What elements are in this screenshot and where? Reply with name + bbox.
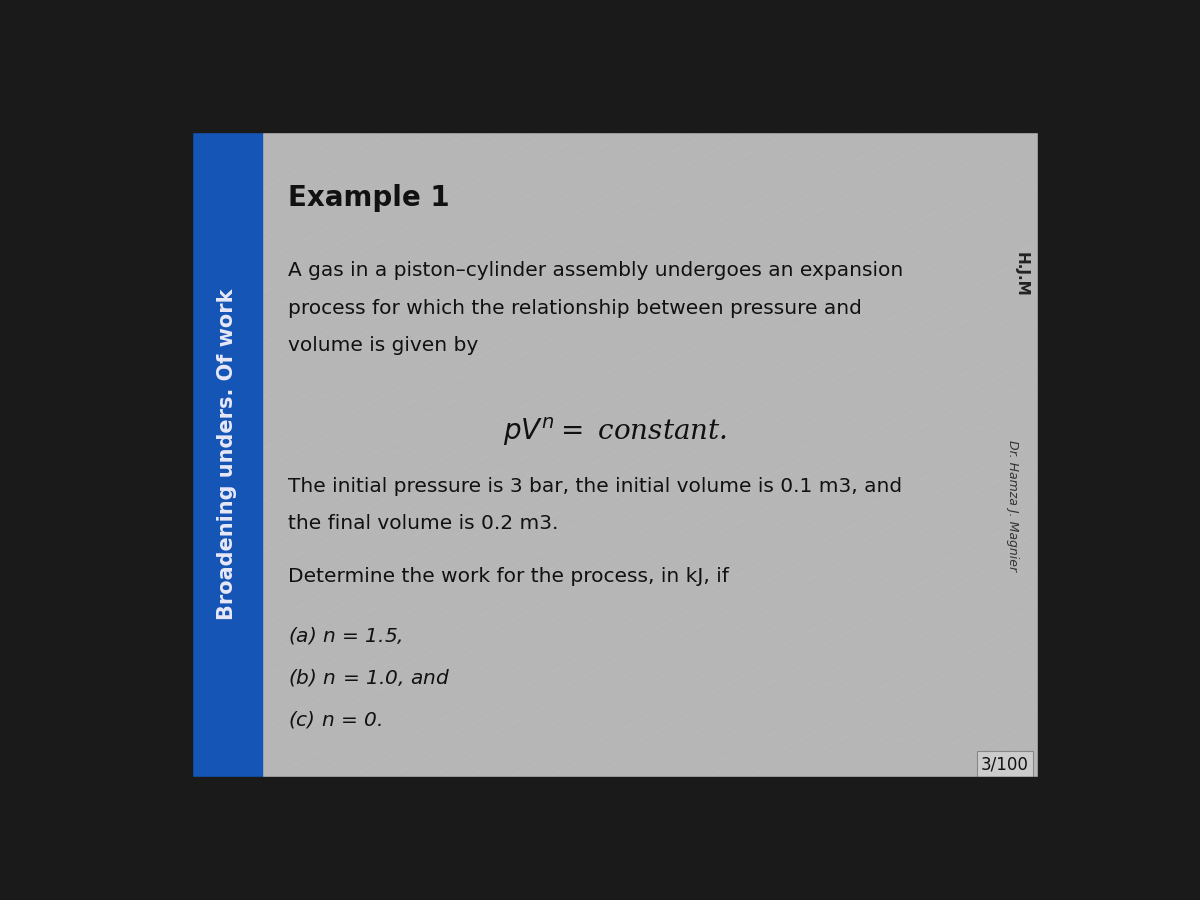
Text: $pV^n = $ constant.: $pV^n = $ constant. <box>503 416 727 448</box>
Text: A gas in a piston–cylinder assembly undergoes an expansion: A gas in a piston–cylinder assembly unde… <box>288 261 902 280</box>
Bar <box>150 108 1080 132</box>
Text: Dr. Hamza J. Magnier: Dr. Hamza J. Magnier <box>1006 440 1019 572</box>
Text: 3/100: 3/100 <box>980 755 1028 773</box>
Text: process for which the relationship between pressure and: process for which the relationship betwe… <box>288 299 862 318</box>
Text: volume is given by: volume is given by <box>288 336 478 355</box>
Text: H.J.M: H.J.M <box>1014 252 1028 296</box>
Text: Determine the work for the process, in kJ, if: Determine the work for the process, in k… <box>288 567 728 586</box>
Text: the final volume is 0.2 m3.: the final volume is 0.2 m3. <box>288 515 558 534</box>
Bar <box>1038 108 1080 801</box>
Text: Broadening unders. Of work: Broadening unders. Of work <box>217 289 236 620</box>
Text: (a) $n$ = 1.5,: (a) $n$ = 1.5, <box>288 626 402 646</box>
Bar <box>192 132 262 777</box>
Text: Example 1: Example 1 <box>288 184 449 212</box>
Bar <box>150 777 1080 801</box>
Text: (c) $n$ = 0.: (c) $n$ = 0. <box>288 709 382 730</box>
Text: (b) $n$ = 1.0, and: (b) $n$ = 1.0, and <box>288 667 450 688</box>
Bar <box>150 108 192 801</box>
Text: The initial pressure is 3 bar, the initial volume is 0.1 m3, and: The initial pressure is 3 bar, the initi… <box>288 477 901 496</box>
